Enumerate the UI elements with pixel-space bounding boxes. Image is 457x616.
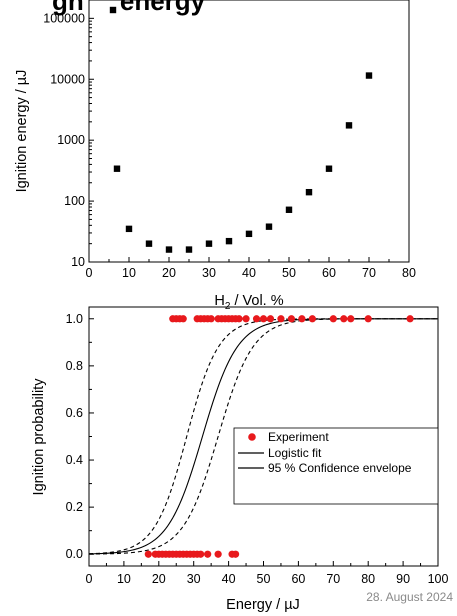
title-fragment: gn energy xyxy=(52,0,206,16)
top-x-axis-label: H2 / Vol. % xyxy=(214,293,283,312)
top-x-tick-label: 60 xyxy=(322,266,336,280)
top-y-axis-label: Ignition energy / µJ xyxy=(14,70,30,193)
top-data-point xyxy=(305,188,313,196)
bottom-chart: 0 10 20 30 40 50 60 70 80 90 100 0.0 0.2 0.4 0.6 0.8 1.0… xyxy=(31,306,449,613)
experiment-point xyxy=(298,315,306,323)
legend: Experiment Logistic fit 95 % Confidence … xyxy=(233,427,439,505)
bottom-x-tick-label: 70 xyxy=(326,572,340,586)
experiment-point xyxy=(197,550,205,558)
bottom-x-axis-label: Energy / µJ xyxy=(226,597,300,613)
experiment-point xyxy=(308,315,316,323)
legend-marker-experiment xyxy=(248,433,256,441)
experiment-point xyxy=(329,315,337,323)
top-data-point xyxy=(205,240,213,247)
top-data-points xyxy=(109,6,373,253)
experiment-point xyxy=(207,315,215,323)
experiment-point xyxy=(214,550,222,558)
experiment-point xyxy=(231,550,240,558)
bottom-data-points xyxy=(144,315,414,558)
bottom-y-tick-label: 0.8 xyxy=(66,359,83,373)
top-data-point xyxy=(365,72,373,79)
top-x-tick-label: 70 xyxy=(362,266,376,280)
bottom-x-tick-label: 30 xyxy=(187,572,201,586)
bottom-y-tick-label: 0.2 xyxy=(66,500,83,514)
experiment-point xyxy=(242,315,250,323)
top-data-point xyxy=(113,165,121,172)
bottom-y-tick-label: 0.6 xyxy=(66,406,83,420)
bottom-y-tick-label: 0.4 xyxy=(66,453,83,467)
top-data-point xyxy=(245,230,253,238)
experiment-point xyxy=(406,315,414,323)
top-data-point xyxy=(125,225,133,233)
experiment-point xyxy=(252,315,261,323)
top-y-tick-label: 100 xyxy=(64,194,85,208)
experiment-point xyxy=(266,315,275,323)
top-x-tick-label: 30 xyxy=(202,266,216,280)
legend-box xyxy=(233,427,439,505)
bottom-x-tick-label: 80 xyxy=(361,572,375,586)
bottom-y-axis-label: Ignition probability xyxy=(31,378,47,496)
bottom-y-tick-label: 1.0 xyxy=(66,312,83,326)
top-data-point xyxy=(225,237,233,245)
top-data-point xyxy=(145,240,153,247)
top-plot-frame xyxy=(88,0,410,263)
top-y-tick-label: 100000 xyxy=(43,11,85,25)
legend-label-experiment: Experiment xyxy=(268,430,329,444)
bottom-fit-curves xyxy=(88,318,438,555)
experiment-point xyxy=(340,315,348,323)
top-y-tick-label: 10000 xyxy=(50,72,85,86)
top-x-tick-label: 20 xyxy=(162,266,176,280)
logistic-fit-line xyxy=(88,318,438,555)
top-data-point xyxy=(265,223,273,230)
top-data-point xyxy=(185,246,193,253)
experiment-point xyxy=(277,315,285,323)
bottom-x-tick-label: 0 xyxy=(86,572,93,586)
bottom-x-tick-label: 20 xyxy=(152,572,166,586)
legend-label-envelope: 95 % Confidence envelope xyxy=(268,461,412,475)
top-data-point xyxy=(325,165,333,172)
experiment-point xyxy=(235,315,243,323)
experiment-point xyxy=(347,315,355,323)
bottom-x-tick-label: 40 xyxy=(222,572,236,586)
top-x-tick-label: 0 xyxy=(86,266,93,280)
experiment-point xyxy=(179,315,187,323)
top-x-tick-label: 50 xyxy=(282,266,296,280)
top-data-point xyxy=(109,6,117,14)
bottom-x-tick-label: 100 xyxy=(428,572,449,586)
bottom-axis-ticks: 0 10 20 30 40 50 60 70 80 90 100 0.0 0.2 0.4 0.6 0.8 1.0 xyxy=(66,312,449,586)
experiment-point xyxy=(204,550,212,558)
top-y-tick-label: 10 xyxy=(71,255,85,269)
top-x-tick-label: 40 xyxy=(242,266,256,280)
top-y-tick-label: 1000 xyxy=(57,133,85,147)
top-data-point xyxy=(345,122,353,129)
top-x-tick-label: 80 xyxy=(402,266,416,280)
top-x-tick-label: 10 xyxy=(122,266,136,280)
top-data-point xyxy=(285,206,293,213)
bottom-x-tick-label: 60 xyxy=(291,572,305,586)
experiment-point xyxy=(364,315,372,323)
bottom-y-tick-label: 0.0 xyxy=(66,547,83,561)
legend-label-logistic: Logistic fit xyxy=(268,446,322,460)
experiment-point xyxy=(144,550,152,558)
date-stamp: 28. August 2024 xyxy=(366,590,453,604)
bottom-x-tick-label: 50 xyxy=(257,572,271,586)
experiment-point xyxy=(287,315,296,323)
experiment-point xyxy=(259,315,268,323)
bottom-x-tick-label: 10 xyxy=(117,572,131,586)
top-data-point xyxy=(165,246,173,253)
confidence-envelope-lower xyxy=(88,318,438,555)
bottom-x-tick-label: 90 xyxy=(396,572,410,586)
